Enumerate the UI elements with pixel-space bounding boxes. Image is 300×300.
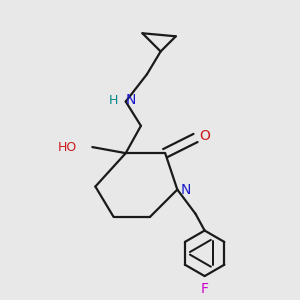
Text: N: N bbox=[181, 183, 191, 196]
Text: H: H bbox=[109, 94, 118, 106]
Text: HO: HO bbox=[58, 141, 77, 154]
Text: F: F bbox=[201, 281, 208, 296]
Text: N: N bbox=[126, 93, 136, 107]
Text: O: O bbox=[199, 130, 210, 143]
